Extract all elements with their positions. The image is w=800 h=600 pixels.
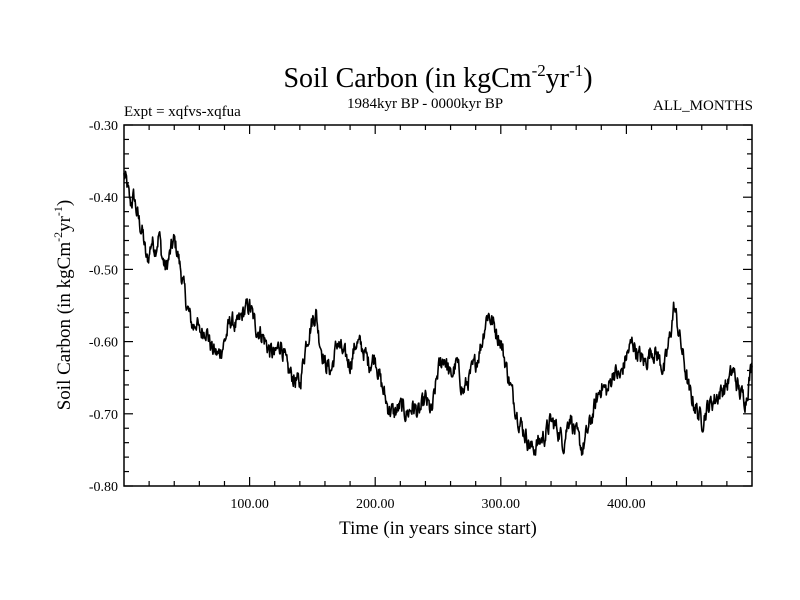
axis-ticks <box>124 124 752 487</box>
subtitle-months: ALL_MONTHS <box>653 98 753 114</box>
y-tick-label: -0.30 <box>89 119 118 134</box>
y-tick-label: -0.50 <box>89 263 118 278</box>
y-axis-label: Soil Carbon (in kgCm-2yr-1) <box>51 200 75 411</box>
series-line-soil-carbon <box>123 170 753 456</box>
y-tick-label: -0.60 <box>89 336 118 351</box>
x-tick-label: 400.00 <box>607 497 646 512</box>
chart-title: Soil Carbon (in kgCm-2yr-1) <box>283 61 592 94</box>
y-tick-label: -0.70 <box>89 408 118 423</box>
x-tick-label: 100.00 <box>230 497 269 512</box>
subtitle-period: 1984kyr BP - 0000kyr BP <box>347 96 503 112</box>
subtitle-experiment: Expt = xqfvs-xqfua <box>124 104 241 120</box>
axis-tick-labels: 100.00 200.00 300.00 400.00 -0.30 -0.40 -0.50 -… <box>89 119 646 512</box>
plot-frame <box>123 124 753 487</box>
x-axis-label: Time (in years since start) <box>339 518 537 539</box>
x-tick-label: 300.00 <box>482 497 521 512</box>
y-tick-label: -0.80 <box>89 480 118 495</box>
y-tick-label: -0.40 <box>89 191 118 206</box>
x-tick-label: 200.00 <box>356 497 395 512</box>
